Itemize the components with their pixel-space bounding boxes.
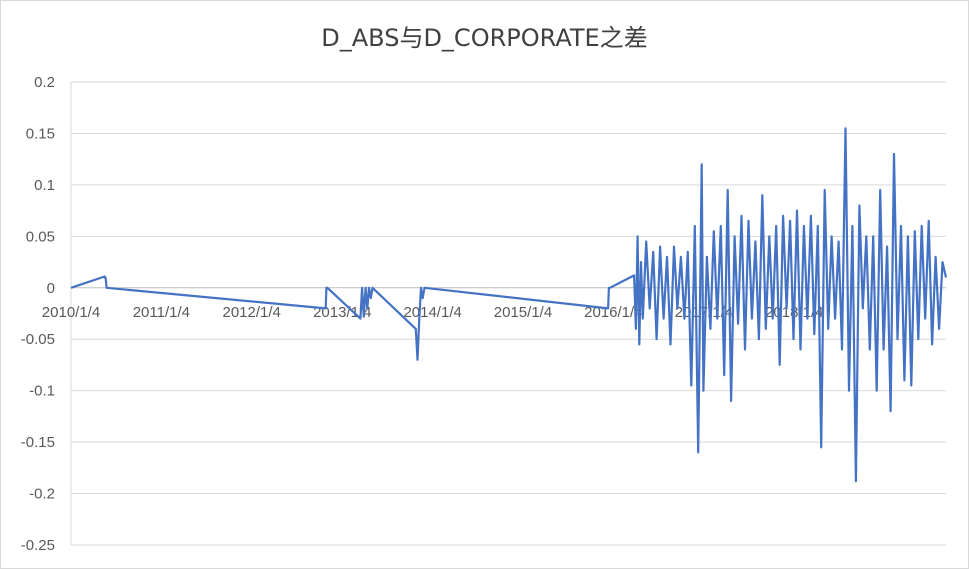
x-tick-label: 2014/1/4 [403,304,461,321]
y-tick-label: -0.25 [21,537,55,554]
y-tick-label: 0.2 [34,74,55,91]
x-tick-label: 2011/1/4 [133,304,190,321]
x-tick-label: 2012/1/4 [222,304,280,321]
y-tick-label: -0.05 [21,331,55,348]
y-tick-label: 0.15 [26,125,55,142]
y-tick-label: -0.2 [29,486,55,503]
y-tick-label: 0.1 [34,177,55,194]
x-tick-label: 2010/1/4 [42,304,100,321]
x-tick-label: 2015/1/4 [494,304,552,321]
y-tick-label: -0.15 [21,434,55,451]
series-layer [70,127,948,483]
chart-title: D_ABS与D_CORPORATE之差 [321,24,648,52]
y-axis-tick-labels: 0.2 0.15 0.1 0.05 0 -0.05 -0.1 -0.15 -0.2 -0.25 [21,74,55,554]
gridlines [70,81,946,546]
y-tick-label: 0.05 [26,228,55,245]
y-tick-label: 0 [47,280,55,297]
y-tick-label: -0.1 [29,383,55,400]
series-line [70,127,948,483]
